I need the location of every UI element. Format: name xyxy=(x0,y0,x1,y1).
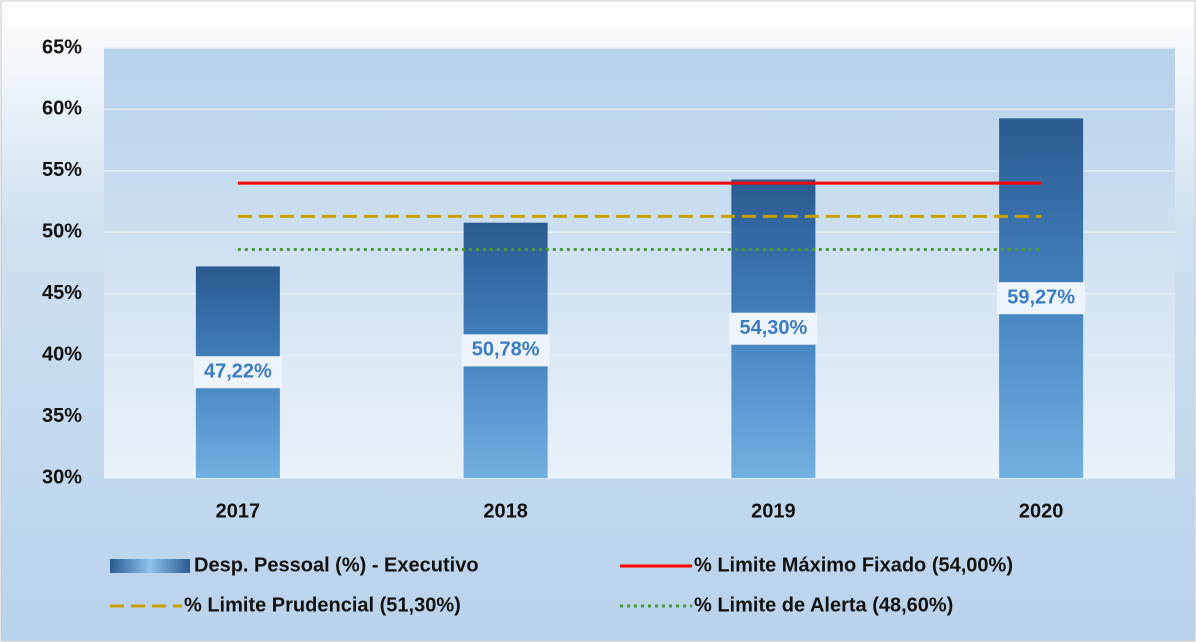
data-label-box xyxy=(729,312,818,345)
legend-label: Desp. Pessoal (%) - Executivo xyxy=(194,554,479,576)
y-tick-label: 50% xyxy=(42,221,82,243)
data-label: 54,30% xyxy=(739,317,807,339)
legend-label: % Limite de Alerta (48,60%) xyxy=(694,594,953,616)
plot-area xyxy=(104,48,1175,478)
x-tick-label: 2020 xyxy=(1019,500,1064,522)
data-label: 50,78% xyxy=(472,339,540,361)
y-tick-label: 30% xyxy=(42,466,82,488)
data-label-box xyxy=(997,282,1086,315)
x-tick-label: 2017 xyxy=(216,500,261,522)
data-label: 59,27% xyxy=(1007,286,1075,308)
legend-swatch xyxy=(110,559,190,573)
y-tick-label: 35% xyxy=(42,405,82,427)
y-tick-label: 40% xyxy=(42,343,82,365)
x-tick-label: 2019 xyxy=(751,500,796,522)
legend-label: % Limite Prudencial (51,30%) xyxy=(184,594,461,616)
legend-label: % Limite Máximo Fixado (54,00%) xyxy=(694,554,1013,576)
data-label: 47,22% xyxy=(204,361,272,383)
x-tick-label: 2018 xyxy=(483,500,528,522)
data-label-box xyxy=(461,334,550,367)
y-tick-label: 55% xyxy=(42,159,82,181)
data-label-box xyxy=(193,356,282,389)
y-tick-label: 65% xyxy=(42,36,82,58)
y-tick-label: 60% xyxy=(42,98,82,120)
y-tick-label: 45% xyxy=(42,282,82,304)
